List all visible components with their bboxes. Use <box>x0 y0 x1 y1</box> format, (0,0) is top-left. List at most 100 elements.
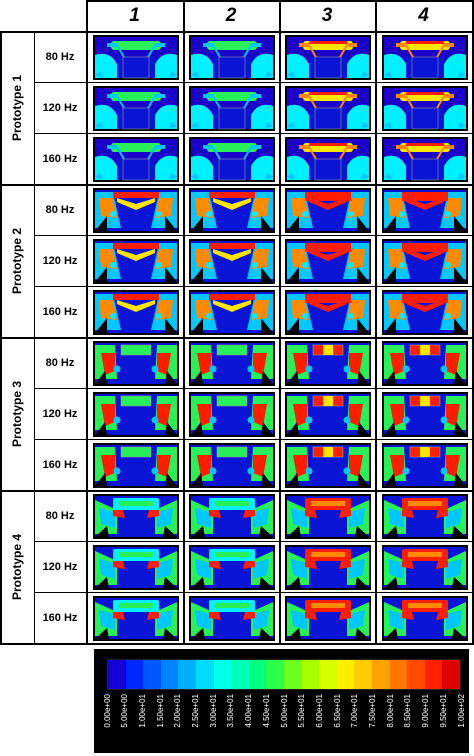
field-image <box>93 137 179 182</box>
grid-line <box>34 286 474 287</box>
colorbar-segment <box>125 660 144 689</box>
colorbar-tick-label: 7.00e+01 <box>348 694 362 752</box>
colorbar-segment <box>248 660 267 689</box>
flow-field-plot <box>382 341 468 386</box>
field-image <box>93 392 179 437</box>
frequency-label: 160 Hz <box>42 458 78 471</box>
flow-field-plot <box>285 239 371 284</box>
field-image <box>93 239 179 284</box>
flow-field-plot <box>189 494 275 539</box>
field-image <box>189 137 275 182</box>
prototype-label: Prototype 1 <box>0 31 34 184</box>
colorbar-tick-text: 2.50e+01 <box>191 694 200 728</box>
flow-field-plot <box>93 596 179 641</box>
flow-field-plot <box>382 596 468 641</box>
field-image <box>189 596 275 641</box>
grid-line <box>34 592 474 593</box>
field-image <box>382 392 468 437</box>
field-image <box>93 35 179 80</box>
frequency-label: 80 Hz <box>45 203 75 216</box>
flow-field-plot <box>382 86 468 131</box>
grid-line <box>0 337 474 339</box>
colorbar-tick-label: 8.50e+01 <box>401 694 415 752</box>
field-image <box>382 86 468 131</box>
colorbar-tick-text: 7.50e+01 <box>368 694 377 728</box>
field-image <box>382 239 468 284</box>
field-image <box>382 137 468 182</box>
flow-field-plot <box>382 545 468 590</box>
field-image <box>285 86 371 131</box>
flow-field-plot <box>189 545 275 590</box>
grid-line <box>34 439 474 440</box>
field-image <box>189 290 275 335</box>
colorbar-tick-text: 6.50e+01 <box>332 694 342 728</box>
flow-field-plot <box>189 35 275 80</box>
grid-line <box>34 235 474 236</box>
flow-field-plot <box>93 86 179 131</box>
field-image <box>285 494 371 539</box>
colorbar-gradient <box>107 659 461 690</box>
field-image <box>189 86 275 131</box>
colorbar-tick-label: 3.50e+01 <box>224 694 238 752</box>
colorbar-segment <box>407 660 425 689</box>
grid-line <box>34 541 474 542</box>
colorbar-segment <box>213 660 232 689</box>
flow-field-plot <box>189 86 275 131</box>
flow-field-plot <box>93 443 179 488</box>
field-image <box>382 188 468 233</box>
flow-field-plot <box>285 188 371 233</box>
colorbar-segment <box>143 660 161 689</box>
flow-field-plot <box>93 392 179 437</box>
flow-field-plot <box>189 392 275 437</box>
colorbar-tick-label: 6.00e+01 <box>312 694 326 752</box>
colorbar-tick-label: 1.00e+01 <box>135 694 149 752</box>
field-image <box>285 239 371 284</box>
colorbar-tick-label: 5.00e+01 <box>277 694 291 752</box>
colorbar-tick-text: 8.00e+01 <box>385 694 395 728</box>
field-image <box>93 545 179 590</box>
flow-field-plot <box>285 137 371 182</box>
field-image <box>382 545 468 590</box>
flow-field-plot <box>285 545 371 590</box>
colorbar-tick-label: 4.00e+01 <box>242 694 256 752</box>
prototype-label: Prototype 3 <box>0 337 34 490</box>
field-image <box>93 443 179 488</box>
colorbar-tick-text: 4.50e+01 <box>261 694 271 728</box>
flow-field-plot <box>93 494 179 539</box>
field-image <box>189 341 275 386</box>
colorbar-tick-text: 5.00e+01 <box>279 694 289 728</box>
grid-line <box>34 82 474 83</box>
colorbar-tick-text: 5.50e+01 <box>297 694 307 728</box>
colorbar-tick-text: 1.00e+02 <box>456 694 466 728</box>
colorbar-tick-label: 4.50e+01 <box>259 694 273 752</box>
colorbar-tick-label: 9.50e+01 <box>436 694 450 752</box>
flow-field-plot <box>382 239 468 284</box>
flow-field-plot <box>189 596 275 641</box>
colorbar-tick-text: 2.00e+01 <box>173 694 183 728</box>
colorbar-tick-text: 6.00e+01 <box>314 694 324 728</box>
frequency-label: 80 Hz <box>45 356 75 369</box>
colorbar-segment <box>283 660 302 689</box>
colorbar-segment <box>336 660 355 689</box>
flow-field-plot <box>382 35 468 80</box>
field-image <box>93 596 179 641</box>
flow-field-plot <box>93 239 179 284</box>
flow-field-plot <box>382 290 468 335</box>
flow-field-plot <box>382 443 468 488</box>
colorbar-tick-text: 7.00e+01 <box>350 694 360 728</box>
field-image <box>285 443 371 488</box>
flow-field-plot <box>285 443 371 488</box>
flow-field-plot <box>189 341 275 386</box>
field-image <box>285 341 371 386</box>
frequency-label: 120 Hz <box>42 560 78 573</box>
field-image <box>285 392 371 437</box>
frequency-label: 120 Hz <box>42 101 78 114</box>
prototype-label: Prototype 2 <box>0 184 34 337</box>
prototype-label: Prototype 4 <box>0 490 34 643</box>
frequency-label: 160 Hz <box>42 611 78 624</box>
colorbar-segment <box>389 660 408 689</box>
grid-line <box>34 31 35 645</box>
flow-field-plot <box>285 341 371 386</box>
field-image <box>382 494 468 539</box>
prototype-label-text: Prototype 1 <box>10 74 25 141</box>
